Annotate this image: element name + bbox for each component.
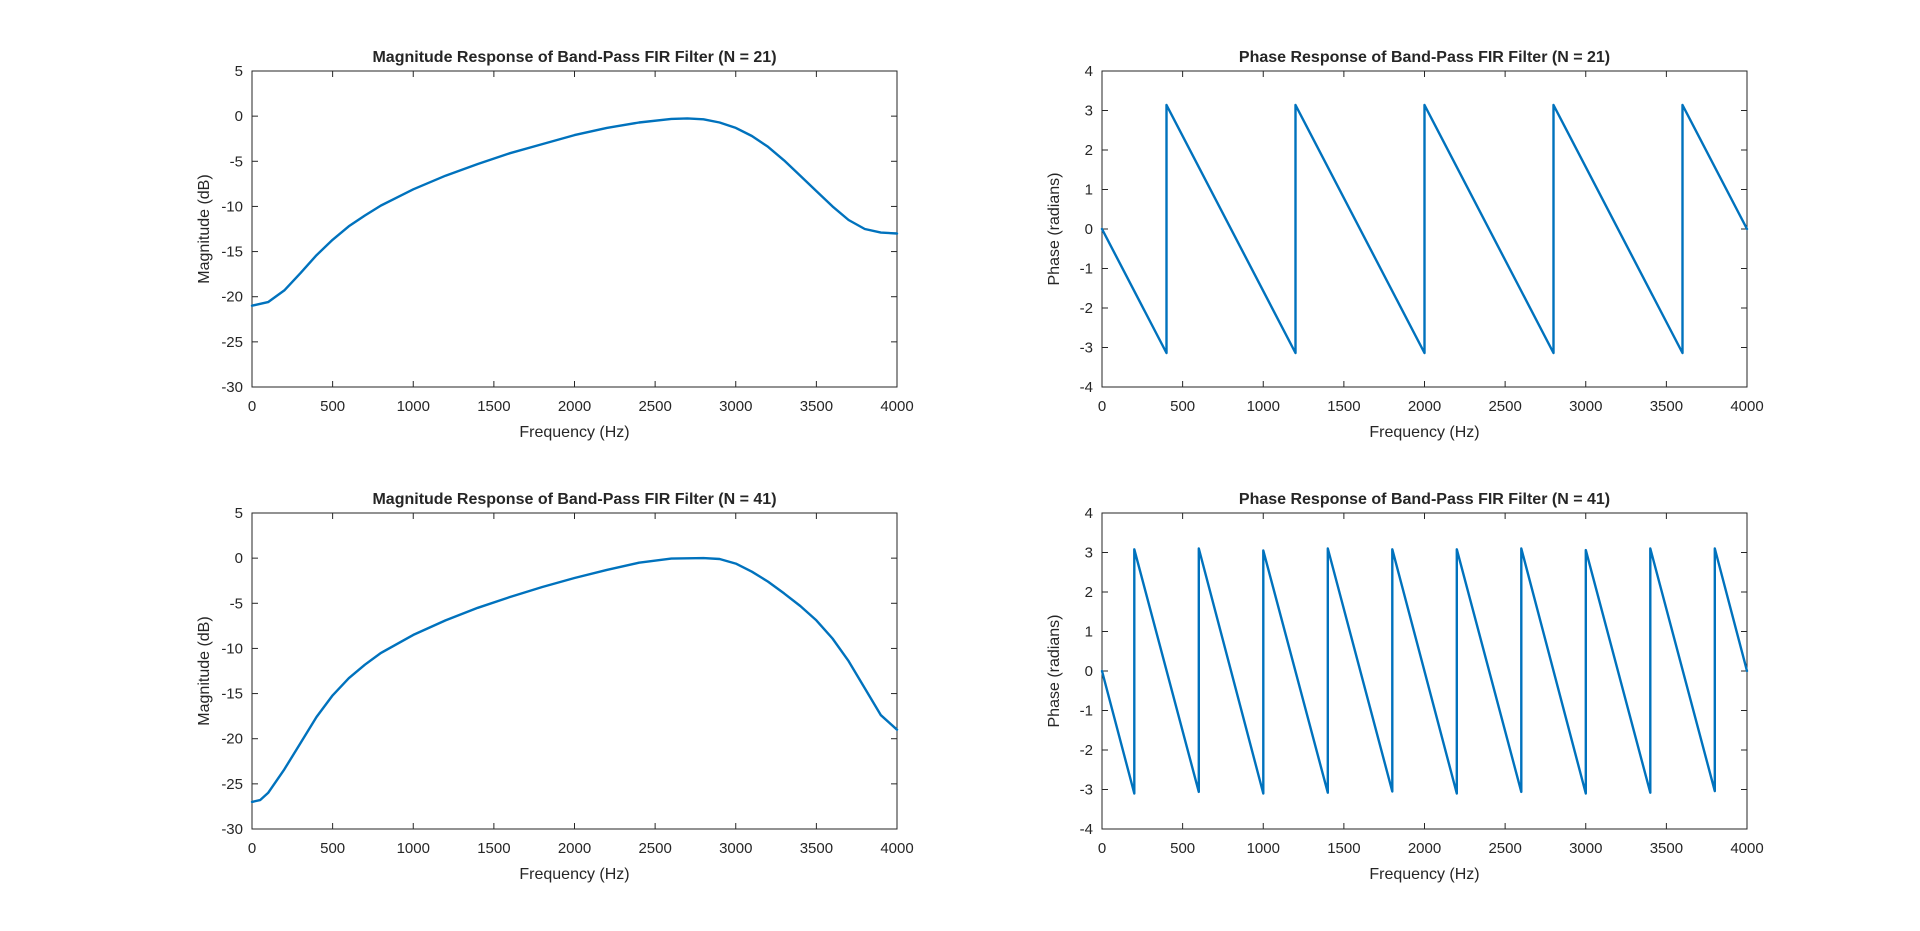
magnitude-n21-xtick-label: 3000 [719,398,752,415]
phase-n41-xtick-label: 1000 [1247,840,1280,857]
magnitude-n21-ytick-label: -30 [221,379,243,396]
magnitude-n21-xlabel: Frequency (Hz) [519,424,629,441]
phase-n41-xtick-label: 3000 [1569,840,1602,857]
magnitude-n21-title: Magnitude Response of Band-Pass FIR Filt… [372,49,776,66]
magnitude-n21-xtick-label: 1500 [477,398,510,415]
magnitude-n41-axes-box [251,512,898,830]
magnitude-n21-ytick-label: -25 [221,334,243,351]
magnitude-n21-ylabel: Magnitude (dB) [196,174,213,283]
magnitude-n41-ytick-label: 0 [235,550,243,567]
phase-n41-xtick-label: 500 [1170,840,1195,857]
magnitude-n41-ytick-label: -15 [221,686,243,703]
magnitude-n41-xtick-label: 3000 [719,840,752,857]
phase-n41-xtick-label: 2000 [1408,840,1441,857]
phase-n41-ytick-label: -3 [1080,782,1093,799]
phase-n41-xtick-label: 2500 [1488,840,1521,857]
phase-n41-ylabel: Phase (radians) [1046,615,1063,728]
phase-n21-ytick-label: 0 [1085,221,1093,238]
magnitude-n41-series-line [250,556,899,804]
phase-n41-xlabel: Frequency (Hz) [1369,866,1479,883]
magnitude-n21-chart: 0 500 1000 1500 2000 2500 3000 3500 4000 -30 -25 -2… [196,49,914,441]
phase-n41-xtick-label: 1500 [1327,840,1360,857]
phase-n21-ylabel: Phase (radians) [1046,173,1063,286]
phase-n41-xtick-label: 4000 [1730,840,1763,857]
magnitude-n21-ytick-label: -20 [221,289,243,306]
phase-n41-chart: 0 500 1000 1500 2000 2500 3000 3500 4000 -4 -3 -2 -1… [1046,491,1764,883]
magnitude-n41-ytick-label: -20 [221,731,243,748]
phase-n21-xtick-label: 1500 [1327,398,1360,415]
phase-n21-xtick-label: 4000 [1730,398,1763,415]
magnitude-n41-title: Magnitude Response of Band-Pass FIR Filt… [372,491,776,508]
magnitude-n21-ytick-label: 5 [235,63,243,80]
phase-n41-ytick-label: 3 [1085,545,1093,562]
magnitude-n21-ytick-label: -15 [221,244,243,261]
phase-n41-ytick-label: 4 [1085,505,1093,522]
phase-n21-title: Phase Response of Band-Pass FIR Filter (… [1239,49,1610,66]
magnitude-n41-xtick-label: 1000 [397,840,430,857]
phase-n21-xtick-label: 3500 [1650,398,1683,415]
magnitude-n21-xtick-label: 0 [248,398,256,415]
magnitude-n21-ytick-label: 0 [235,108,243,125]
phase-n41-ytick-label: -1 [1080,703,1093,720]
phase-n41-ytick-label: 0 [1085,663,1093,680]
phase-n41-ytick-label: -4 [1080,821,1093,838]
phase-n21-xtick-label: 2000 [1408,398,1441,415]
magnitude-n41-xtick-label: 500 [320,840,345,857]
phase-n21-ytick-label: 4 [1085,63,1093,80]
phase-n21-xtick-label: 500 [1170,398,1195,415]
phase-n21-chart: 0 500 1000 1500 2000 2500 3000 3500 4000 -4 -3 -2 -1… [1046,49,1764,441]
phase-n21-series-line [1100,103,1749,355]
phase-n21-ytick-label: 1 [1085,182,1093,199]
magnitude-n41-xtick-label: 2000 [558,840,591,857]
phase-n41-ytick-label: -2 [1080,742,1093,759]
magnitude-n41-ylabel: Magnitude (dB) [196,616,213,725]
magnitude-n41-xtick-label: 2500 [638,840,671,857]
phase-n21-ytick-label: 3 [1085,103,1093,120]
magnitude-n41-chart: 0 500 1000 1500 2000 2500 3000 3500 4000 -30 -25 -2… [196,491,914,883]
phase-n21-xtick-label: 3000 [1569,398,1602,415]
magnitude-n21-ytick-label: -5 [230,153,243,170]
phase-n41-ytick-label: 2 [1085,584,1093,601]
magnitude-n41-xtick-label: 1500 [477,840,510,857]
magnitude-n21-xtick-label: 500 [320,398,345,415]
phase-n41-title: Phase Response of Band-Pass FIR Filter (… [1239,491,1610,508]
phase-n21-xlabel: Frequency (Hz) [1369,424,1479,441]
phase-n21-ytick-label: -2 [1080,300,1093,317]
magnitude-n21-xtick-label: 3500 [800,398,833,415]
magnitude-n41-ytick-label: -25 [221,776,243,793]
magnitude-n21-xtick-label: 2000 [558,398,591,415]
magnitude-n41-xtick-label: 0 [248,840,256,857]
magnitude-n41-ytick-label: -5 [230,595,243,612]
phase-n21-ytick-label: -1 [1080,261,1093,278]
magnitude-n41-xtick-label: 3500 [800,840,833,857]
phase-n41-series-line [1100,547,1749,795]
magnitude-n41-xtick-label: 4000 [880,840,913,857]
magnitude-n21-series-line [250,117,899,307]
phase-n41-xtick-label: 3500 [1650,840,1683,857]
magnitude-n21-xtick-label: 4000 [880,398,913,415]
magnitude-n41-xlabel: Frequency (Hz) [519,866,629,883]
phase-n21-ytick-label: -4 [1080,379,1093,396]
magnitude-n41-ytick-label: 5 [235,505,243,522]
phase-n41-ytick-label: 1 [1085,624,1093,641]
phase-n21-ytick-label: 2 [1085,142,1093,159]
magnitude-n21-xtick-label: 1000 [397,398,430,415]
phase-n21-ytick-label: -3 [1080,340,1093,357]
phase-n21-xtick-label: 0 [1098,398,1106,415]
magnitude-n41-ytick-label: -30 [221,821,243,838]
phase-n21-xtick-label: 2500 [1488,398,1521,415]
magnitude-n21-xtick-label: 2500 [638,398,671,415]
phase-n41-xtick-label: 0 [1098,840,1106,857]
magnitude-n21-ytick-label: -10 [221,198,243,215]
magnitude-n21-axes-box [251,70,898,388]
phase-n21-xtick-label: 1000 [1247,398,1280,415]
magnitude-n41-ytick-label: -10 [221,640,243,657]
